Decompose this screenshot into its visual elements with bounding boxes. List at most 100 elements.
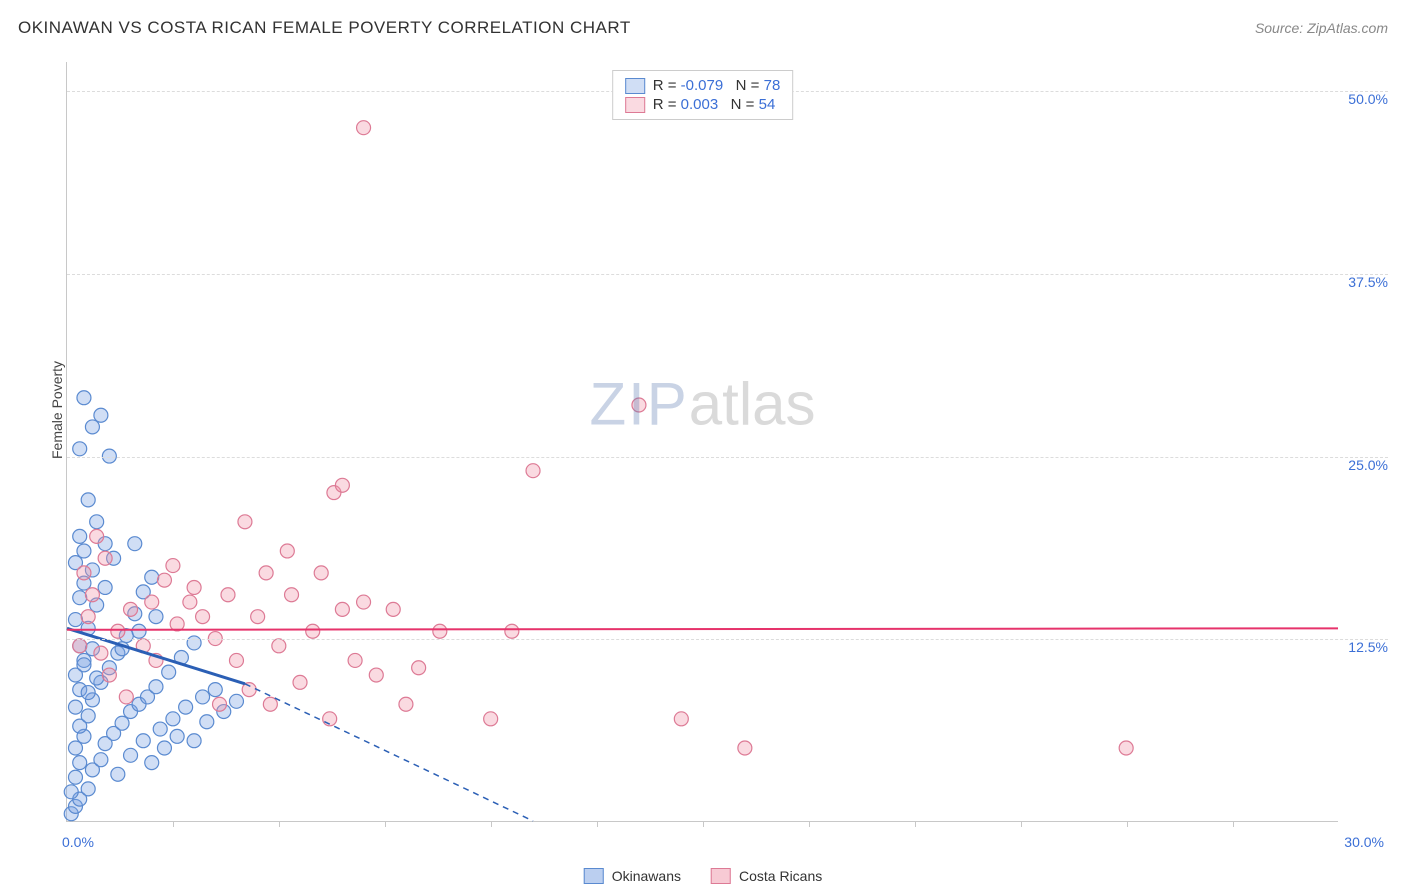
- data-point: [81, 686, 95, 700]
- plot-area: ZIPatlas R = -0.079 N = 78R = 0.003 N = …: [66, 62, 1338, 822]
- data-point: [73, 591, 87, 605]
- data-point: [335, 602, 349, 616]
- data-point: [94, 408, 108, 422]
- x-tick: [809, 821, 810, 827]
- y-tick-label: 12.5%: [1340, 639, 1388, 655]
- data-point: [73, 442, 87, 456]
- y-tick-label: 37.5%: [1340, 274, 1388, 290]
- data-point: [81, 493, 95, 507]
- legend-label: Okinawans: [612, 868, 681, 884]
- data-point: [166, 712, 180, 726]
- data-point: [136, 734, 150, 748]
- data-point: [229, 653, 243, 667]
- data-point: [314, 566, 328, 580]
- data-point: [81, 709, 95, 723]
- data-point: [94, 753, 108, 767]
- data-point: [238, 515, 252, 529]
- data-point: [196, 690, 210, 704]
- data-point: [73, 756, 87, 770]
- data-point: [399, 697, 413, 711]
- data-point: [293, 675, 307, 689]
- legend-stat-row: R = -0.079 N = 78: [625, 77, 781, 94]
- gridline: [67, 457, 1388, 458]
- data-point: [357, 595, 371, 609]
- data-point: [64, 785, 78, 799]
- data-point: [674, 712, 688, 726]
- data-point: [124, 748, 138, 762]
- data-point: [157, 573, 171, 587]
- data-point: [357, 121, 371, 135]
- chart-container: Female Poverty ZIPatlas R = -0.079 N = 7…: [18, 50, 1388, 852]
- data-point: [162, 665, 176, 679]
- data-point: [200, 715, 214, 729]
- legend-swatch: [625, 97, 645, 113]
- data-point: [77, 544, 91, 558]
- x-axis-end: 30.0%: [1344, 834, 1384, 850]
- data-point: [111, 624, 125, 638]
- data-point: [111, 767, 125, 781]
- data-point: [259, 566, 273, 580]
- data-point: [348, 653, 362, 667]
- data-point: [90, 529, 104, 543]
- data-point: [632, 398, 646, 412]
- data-point: [412, 661, 426, 675]
- data-point: [98, 580, 112, 594]
- x-tick: [491, 821, 492, 827]
- data-point: [90, 671, 104, 685]
- data-point: [433, 624, 447, 638]
- x-axis-start: 0.0%: [62, 834, 94, 850]
- data-point: [196, 610, 210, 624]
- legend-label: Costa Ricans: [739, 868, 822, 884]
- y-tick-label: 25.0%: [1340, 457, 1388, 473]
- data-point: [73, 529, 87, 543]
- data-point: [335, 478, 349, 492]
- data-point: [128, 537, 142, 551]
- x-tick: [279, 821, 280, 827]
- data-point: [68, 700, 82, 714]
- data-point: [263, 697, 277, 711]
- data-point: [85, 588, 99, 602]
- legend-stats: R = -0.079 N = 78 R = 0.003 N = 54: [612, 70, 794, 120]
- data-point: [68, 741, 82, 755]
- y-axis-label: Female Poverty: [49, 361, 65, 459]
- data-point: [90, 515, 104, 529]
- data-point: [145, 756, 159, 770]
- data-point: [738, 741, 752, 755]
- data-point: [124, 602, 138, 616]
- data-point: [285, 588, 299, 602]
- data-point: [81, 782, 95, 796]
- legend-swatch: [711, 868, 731, 884]
- data-point: [484, 712, 498, 726]
- data-point: [187, 580, 201, 594]
- scatter-plot: [67, 62, 1338, 821]
- trend-line-extrapolated: [245, 684, 533, 821]
- data-point: [77, 391, 91, 405]
- data-point: [94, 646, 108, 660]
- data-point: [68, 613, 82, 627]
- data-point: [85, 420, 99, 434]
- x-tick: [1021, 821, 1022, 827]
- data-point: [77, 566, 91, 580]
- legend-series: Okinawans Costa Ricans: [584, 868, 823, 884]
- data-point: [149, 610, 163, 624]
- data-point: [251, 610, 265, 624]
- data-point: [149, 680, 163, 694]
- chart-header: OKINAWAN VS COSTA RICAN FEMALE POVERTY C…: [18, 18, 1388, 38]
- x-tick: [703, 821, 704, 827]
- data-point: [81, 610, 95, 624]
- x-tick: [173, 821, 174, 827]
- legend-swatch: [584, 868, 604, 884]
- data-point: [183, 595, 197, 609]
- data-point: [145, 570, 159, 584]
- data-point: [1119, 741, 1133, 755]
- legend-stat-text: R = -0.079 N = 78: [653, 77, 781, 94]
- data-point: [98, 551, 112, 565]
- data-point: [153, 722, 167, 736]
- x-tick: [915, 821, 916, 827]
- legend-item: Okinawans: [584, 868, 681, 884]
- legend-stat-row: R = 0.003 N = 54: [625, 96, 781, 113]
- data-point: [213, 697, 227, 711]
- data-point: [526, 464, 540, 478]
- x-tick: [1233, 821, 1234, 827]
- data-point: [221, 588, 235, 602]
